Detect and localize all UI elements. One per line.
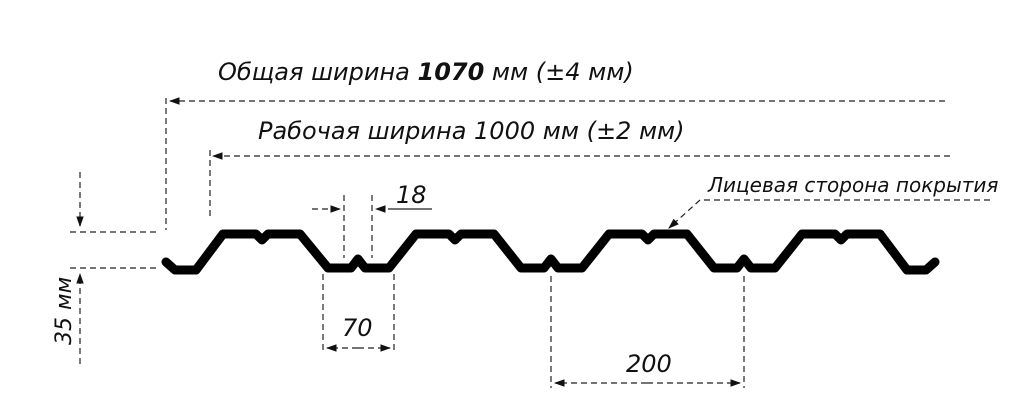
- height-label: 35 мм: [52, 277, 77, 345]
- pitch-label: 200: [626, 350, 672, 378]
- bottom-width-label: 70: [342, 314, 373, 342]
- face-side-arrow: [668, 199, 701, 229]
- working-width-label: Рабочая ширина 1000 мм (±2 мм): [258, 117, 685, 145]
- trapezoidal-sheet-profile: [161, 229, 940, 275]
- total-width-label: Общая ширина 1070 мм (±4 мм): [218, 58, 634, 86]
- face-side-label: Лицевая сторона покрытия: [707, 173, 998, 197]
- rib-width-label: 18: [396, 181, 427, 209]
